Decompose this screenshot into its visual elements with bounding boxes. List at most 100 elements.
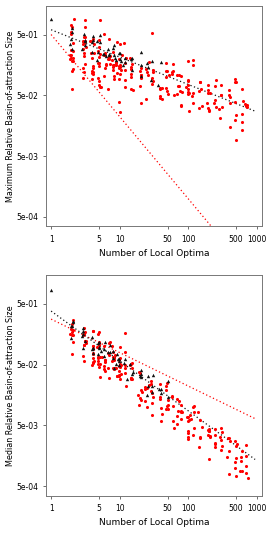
Point: [186, 90, 190, 99]
Point: [158, 58, 163, 66]
Point: [102, 344, 106, 353]
Point: [82, 68, 86, 76]
Point: [95, 360, 100, 368]
Point: [186, 76, 190, 84]
Point: [137, 394, 142, 402]
Point: [150, 389, 154, 398]
Point: [176, 407, 180, 416]
Point: [130, 66, 134, 75]
Point: [150, 56, 154, 65]
Point: [71, 316, 75, 324]
Point: [151, 66, 156, 74]
Point: [200, 102, 204, 110]
Point: [81, 74, 85, 82]
Point: [186, 85, 190, 93]
Point: [71, 57, 75, 66]
Point: [228, 93, 232, 101]
Point: [110, 357, 115, 365]
Point: [166, 376, 170, 385]
Point: [98, 83, 103, 92]
Point: [108, 341, 112, 350]
Point: [91, 359, 95, 368]
Point: [129, 64, 133, 73]
Point: [244, 452, 248, 461]
Point: [116, 354, 120, 363]
Point: [208, 432, 212, 440]
Point: [149, 387, 153, 395]
Point: [187, 411, 192, 419]
Point: [90, 47, 95, 56]
Point: [69, 324, 73, 333]
Point: [91, 67, 95, 76]
Point: [106, 55, 110, 63]
Point: [115, 350, 119, 358]
Point: [170, 70, 175, 78]
Point: [196, 408, 201, 416]
Point: [171, 402, 175, 411]
Point: [165, 87, 169, 95]
Point: [103, 51, 107, 59]
Point: [101, 71, 106, 80]
Point: [108, 52, 112, 61]
Point: [69, 350, 74, 358]
Point: [158, 393, 162, 401]
Point: [102, 365, 106, 373]
Point: [143, 64, 148, 73]
Point: [91, 70, 95, 78]
Point: [157, 84, 162, 93]
Point: [164, 67, 169, 76]
Point: [212, 99, 216, 107]
Point: [175, 90, 180, 99]
Point: [213, 431, 217, 440]
Point: [84, 43, 88, 51]
Point: [108, 338, 113, 346]
Point: [206, 89, 211, 98]
Point: [96, 338, 101, 346]
Point: [97, 43, 101, 51]
Point: [49, 15, 53, 23]
Point: [145, 71, 150, 79]
Point: [208, 88, 212, 97]
Point: [96, 339, 101, 348]
Point: [72, 15, 76, 23]
Point: [89, 75, 94, 83]
Point: [122, 39, 127, 47]
Point: [220, 428, 224, 437]
Point: [107, 374, 111, 382]
Point: [82, 41, 87, 50]
Point: [96, 330, 101, 338]
Point: [97, 83, 102, 91]
Point: [106, 349, 110, 357]
Point: [97, 31, 102, 39]
Point: [186, 427, 190, 435]
Point: [84, 338, 88, 347]
Point: [219, 435, 223, 444]
Point: [186, 81, 190, 90]
Point: [69, 51, 73, 59]
Point: [176, 70, 181, 79]
Point: [118, 61, 122, 70]
Point: [178, 400, 183, 409]
Point: [107, 339, 111, 348]
Point: [98, 373, 102, 382]
Point: [115, 38, 119, 47]
Point: [82, 52, 86, 60]
Point: [91, 61, 96, 70]
Point: [118, 363, 122, 372]
Point: [129, 375, 133, 384]
Point: [113, 56, 118, 64]
Point: [192, 402, 196, 410]
Point: [91, 350, 95, 358]
Point: [233, 135, 238, 144]
Point: [70, 45, 74, 53]
Point: [96, 353, 101, 361]
Point: [122, 359, 126, 367]
Point: [147, 381, 151, 389]
Point: [235, 440, 239, 449]
Point: [81, 44, 85, 53]
Point: [95, 55, 99, 64]
Point: [70, 330, 75, 339]
Point: [81, 341, 86, 349]
Point: [91, 349, 95, 358]
Point: [92, 49, 96, 58]
